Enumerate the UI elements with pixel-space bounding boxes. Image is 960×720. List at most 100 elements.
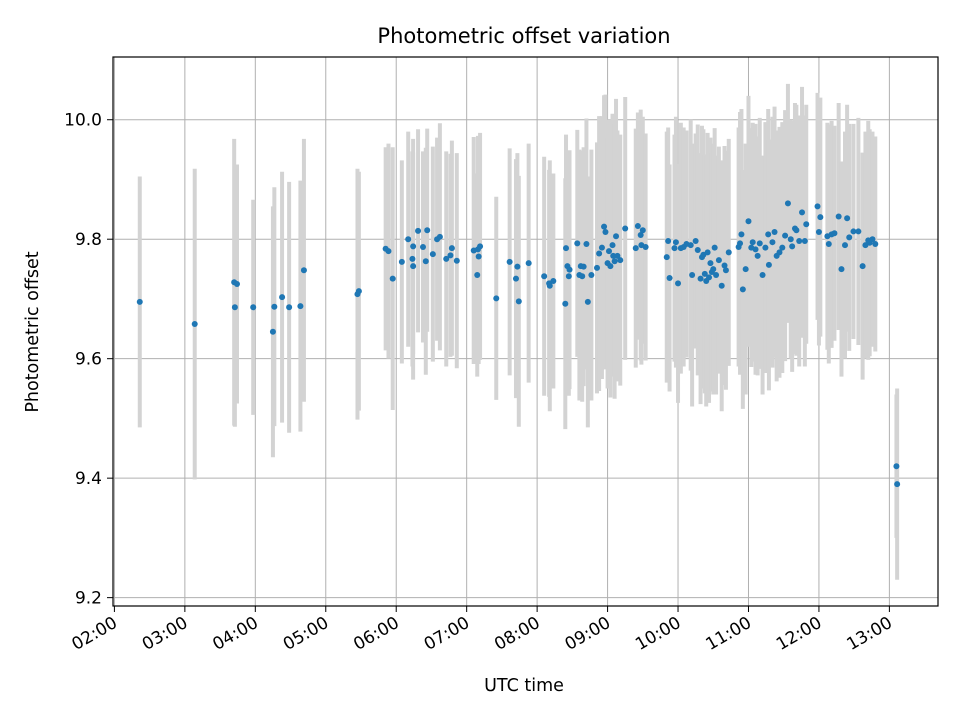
y-tick-label: 9.6 [75, 350, 102, 370]
data-point [410, 263, 417, 270]
data-point [844, 215, 851, 222]
data-point [453, 257, 460, 264]
data-point [831, 230, 838, 237]
data-point [787, 236, 794, 243]
data-point [697, 275, 704, 282]
data-point [739, 286, 746, 293]
chart-title: Photometric offset variation [377, 24, 670, 48]
data-point [893, 463, 900, 470]
data-point [297, 303, 304, 310]
data-point [663, 254, 670, 261]
data-point [715, 257, 722, 264]
data-point [579, 273, 586, 280]
data-point [632, 245, 639, 252]
data-point [389, 275, 396, 282]
data-point [825, 240, 832, 247]
data-point [422, 258, 429, 265]
data-point [429, 251, 436, 258]
data-point [583, 240, 590, 247]
data-point [596, 250, 603, 257]
data-point [563, 245, 570, 252]
data-point [443, 255, 450, 262]
data-point [671, 245, 678, 252]
data-point [515, 298, 522, 305]
data-point [424, 227, 431, 234]
data-point [419, 243, 426, 250]
data-point [475, 253, 482, 260]
data-point [711, 244, 718, 251]
data-point [713, 272, 720, 279]
data-point [514, 263, 521, 270]
data-point [566, 266, 573, 273]
data-point [474, 272, 481, 279]
data-point [762, 244, 769, 251]
data-point [835, 213, 842, 220]
data-point [704, 249, 711, 256]
data-point [609, 242, 616, 249]
data-point [639, 227, 646, 234]
data-point [355, 288, 362, 295]
data-point [801, 237, 808, 244]
data-point [850, 228, 857, 235]
data-point [409, 255, 416, 262]
data-point [233, 281, 240, 288]
data-point [707, 260, 714, 267]
data-point [447, 252, 454, 259]
data-point [769, 239, 776, 246]
data-point [710, 266, 717, 273]
data-point [872, 240, 879, 247]
data-point [799, 209, 806, 216]
y-tick-label: 9.4 [75, 469, 102, 489]
data-point [610, 252, 617, 259]
data-point [771, 229, 778, 236]
data-point [279, 294, 286, 301]
data-point [385, 248, 392, 255]
data-point [776, 249, 783, 256]
data-point [300, 267, 307, 274]
data-point [814, 203, 821, 210]
data-point [687, 242, 694, 249]
data-point [611, 258, 618, 265]
data-point [725, 249, 732, 256]
data-point [737, 240, 744, 247]
data-point [271, 303, 278, 310]
y-tick-label: 9.8 [75, 230, 102, 250]
data-point [191, 321, 198, 328]
data-point [405, 236, 412, 243]
data-point [541, 273, 548, 280]
data-point [817, 214, 824, 221]
data-point [793, 227, 800, 234]
data-point [550, 278, 557, 285]
data-point [855, 228, 862, 235]
data-point [415, 227, 422, 234]
data-point [765, 231, 772, 238]
data-point [842, 242, 849, 249]
data-point [580, 263, 587, 270]
data-point [601, 223, 608, 230]
y-axis-label: Photometric offset [23, 251, 43, 412]
data-point [782, 232, 789, 239]
data-point [672, 239, 679, 246]
data-point [605, 248, 612, 255]
data-point [250, 304, 257, 311]
data-point [448, 245, 455, 252]
data-point [286, 304, 293, 311]
data-point [594, 264, 601, 271]
data-point [779, 244, 786, 251]
data-point [574, 240, 581, 247]
data-point [789, 243, 796, 250]
data-point [613, 233, 620, 240]
data-point [815, 229, 822, 236]
plot-frame [112, 56, 939, 607]
data-point [749, 239, 756, 246]
data-point [718, 282, 725, 289]
data-point [477, 243, 484, 250]
y-axis: 9.2 9.4 9.6 9.8 10.0 [64, 111, 113, 609]
data-point [493, 295, 500, 302]
data-point [565, 273, 572, 280]
data-point [784, 200, 791, 207]
data-point [607, 263, 614, 270]
y-tick-label: 9.2 [75, 589, 102, 609]
data-point [675, 280, 682, 287]
